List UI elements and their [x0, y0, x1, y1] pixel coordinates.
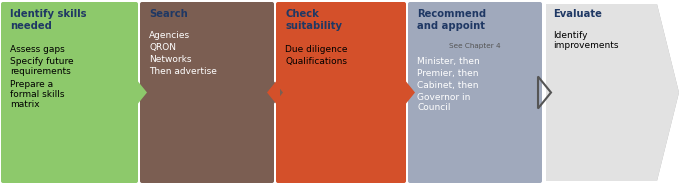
- Text: Identify skills
needed: Identify skills needed: [10, 9, 87, 31]
- Text: Specify future
requirements: Specify future requirements: [10, 57, 74, 76]
- Polygon shape: [134, 77, 147, 108]
- Text: Premier, then: Premier, then: [417, 69, 479, 78]
- FancyBboxPatch shape: [140, 2, 274, 183]
- Text: Agencies: Agencies: [149, 31, 190, 40]
- Polygon shape: [546, 4, 679, 181]
- Text: Identify
improvements: Identify improvements: [553, 31, 619, 50]
- Text: Recommend
and appoint: Recommend and appoint: [417, 9, 486, 31]
- FancyBboxPatch shape: [1, 2, 138, 183]
- Text: Assess gaps: Assess gaps: [10, 45, 64, 54]
- Text: Governor in
Council: Governor in Council: [417, 93, 470, 112]
- Text: Minister, then: Minister, then: [417, 57, 480, 66]
- Polygon shape: [270, 77, 283, 108]
- Text: Search: Search: [149, 9, 188, 19]
- Text: QRON: QRON: [149, 43, 176, 52]
- Text: See Chapter 4: See Chapter 4: [449, 43, 500, 49]
- Text: Prepare a
formal skills
matrix: Prepare a formal skills matrix: [10, 80, 64, 109]
- Polygon shape: [402, 77, 415, 108]
- Text: Evaluate: Evaluate: [553, 9, 602, 19]
- FancyBboxPatch shape: [408, 2, 542, 183]
- Text: Qualifications: Qualifications: [285, 57, 347, 66]
- Text: Networks: Networks: [149, 55, 192, 64]
- Polygon shape: [267, 77, 280, 108]
- Text: Check
suitability: Check suitability: [285, 9, 342, 31]
- FancyBboxPatch shape: [276, 2, 406, 183]
- Text: Cabinet, then: Cabinet, then: [417, 81, 479, 90]
- Text: Due diligence: Due diligence: [285, 45, 347, 54]
- Polygon shape: [546, 4, 679, 181]
- Text: Then advertise: Then advertise: [149, 67, 217, 76]
